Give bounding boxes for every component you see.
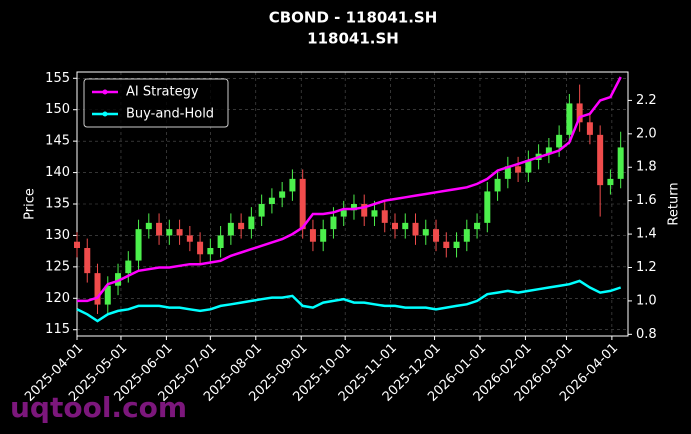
chart-subtitle: 118041.SH xyxy=(307,30,399,48)
line-series xyxy=(76,279,622,323)
y2-tick-label: 1.0 xyxy=(636,293,657,308)
candle-body xyxy=(258,204,265,217)
y2-tick-label: 2.2 xyxy=(636,93,657,108)
watermark: uqtool.com xyxy=(10,391,187,424)
candle-body xyxy=(566,103,573,135)
legend-label: Buy-and-Hold xyxy=(126,107,214,122)
candle-body xyxy=(156,222,163,236)
candle-body xyxy=(391,222,398,230)
candle-body xyxy=(433,229,440,242)
y2-axis-label: Return xyxy=(667,182,682,225)
candle-body xyxy=(484,191,491,223)
y2-tick-label: 1.8 xyxy=(636,160,657,175)
candle-body xyxy=(361,204,368,217)
y2-tick-label: 1.4 xyxy=(636,227,657,242)
plot-frame xyxy=(76,71,629,337)
y-tick-label: 135 xyxy=(45,197,70,212)
y-tick-label: 140 xyxy=(45,165,70,180)
candle-body xyxy=(525,160,532,173)
candle-body xyxy=(74,241,80,248)
y2-tick-label: 2.0 xyxy=(636,126,657,141)
y2-tick-label: 1.6 xyxy=(636,193,657,208)
chart-title: CBOND - 118041.SH xyxy=(269,9,438,27)
candle-body xyxy=(586,122,593,135)
candle-body xyxy=(145,222,152,230)
candle-body xyxy=(115,273,122,286)
legend-marker xyxy=(102,89,108,95)
candle-body xyxy=(545,147,552,154)
candle-body xyxy=(556,134,563,148)
candle-body xyxy=(135,229,142,261)
candle-body xyxy=(371,210,378,217)
y-tick-label: 150 xyxy=(45,102,70,117)
y-axis-label: Price xyxy=(23,188,38,220)
candle-body xyxy=(238,222,245,230)
candle-body xyxy=(607,178,614,186)
candle-body xyxy=(350,204,357,211)
candle-body xyxy=(227,222,234,236)
candle-body xyxy=(494,178,501,192)
candle-body xyxy=(104,285,111,305)
candle-body xyxy=(422,229,429,236)
y2-tick-label: 0.8 xyxy=(636,327,657,342)
candle-body xyxy=(207,248,214,255)
candle-body xyxy=(309,229,316,242)
y-tick-label: 115 xyxy=(45,322,70,337)
legend-marker xyxy=(102,111,108,117)
candle-body xyxy=(186,235,193,242)
candle-body xyxy=(217,235,224,248)
candle-body xyxy=(340,210,347,217)
candle-body xyxy=(299,178,306,230)
candle-body xyxy=(412,222,419,236)
candle-body xyxy=(515,166,522,173)
candle-body xyxy=(576,103,583,123)
candle-body xyxy=(166,229,173,236)
candle-body xyxy=(474,222,481,230)
y-tick-label: 120 xyxy=(45,291,70,306)
line-series xyxy=(77,76,622,303)
y2-tick-label: 1.2 xyxy=(636,260,657,275)
y-tick-label: 125 xyxy=(45,259,70,274)
candle-body xyxy=(197,241,204,255)
candle-body xyxy=(94,273,101,305)
legend-box xyxy=(83,78,229,128)
candle-body xyxy=(330,216,337,230)
candle-body xyxy=(443,241,450,248)
candle-body xyxy=(453,241,460,248)
candle-body xyxy=(402,222,409,230)
candle-body xyxy=(381,210,388,223)
legend-label: AI Strategy xyxy=(126,85,199,100)
candle-body xyxy=(248,216,255,230)
y-tick-label: 130 xyxy=(45,228,70,243)
candle-body xyxy=(268,197,275,204)
candle-body xyxy=(617,147,624,179)
candle-body xyxy=(84,248,91,274)
candle-body xyxy=(320,229,327,242)
candle-body xyxy=(176,229,183,236)
candle-body xyxy=(463,229,470,242)
y-tick-label: 155 xyxy=(45,71,70,86)
candle-body xyxy=(504,166,511,179)
candle-body xyxy=(597,134,604,186)
candle-body xyxy=(289,178,296,192)
candle-body xyxy=(125,260,132,274)
candle-body xyxy=(279,191,286,198)
y-tick-label: 145 xyxy=(45,134,70,149)
